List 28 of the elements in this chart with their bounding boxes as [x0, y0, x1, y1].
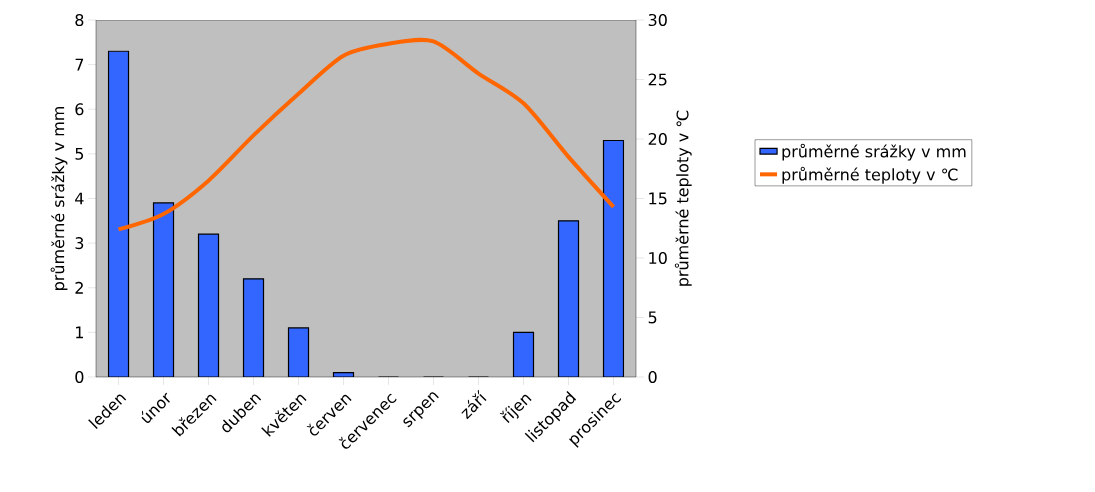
bar [557, 220, 580, 377]
y-tick-label: 4 [75, 192, 84, 205]
bar [152, 202, 175, 377]
y-axis-title: průměrné srážky v mm [50, 106, 68, 290]
bar [602, 139, 625, 377]
y2-tick-label: 20 [648, 132, 667, 146]
bar [107, 50, 130, 377]
bar [287, 327, 310, 377]
y2-tick-label: 30 [648, 13, 667, 27]
y-tick-label: 7 [75, 58, 84, 71]
y2-axis-title: průměrné teploty v ℃ [674, 110, 692, 286]
y2-tick-label: 0 [648, 370, 657, 384]
bar [242, 278, 265, 377]
y2-tick-label: 25 [648, 73, 667, 86]
y-tick-label: 1 [76, 326, 83, 339]
y-tick-label: 0 [75, 370, 84, 384]
y2-tick-label: 15 [649, 192, 667, 205]
legend-label: průměrné teploty v ℃ [782, 166, 958, 184]
bar [512, 331, 535, 377]
y-tick-label: 5 [75, 147, 84, 160]
bar [197, 233, 220, 377]
y-tick-label: 2 [75, 281, 83, 294]
legend-label: průměrné srážky v mm [782, 143, 966, 161]
y-tick-label: 3 [75, 237, 84, 250]
y2-tick-label: 5 [648, 311, 657, 324]
y2-tick-label: 10 [649, 251, 667, 265]
y-tick-label: 6 [75, 103, 84, 116]
y-tick-label: 8 [75, 13, 84, 27]
